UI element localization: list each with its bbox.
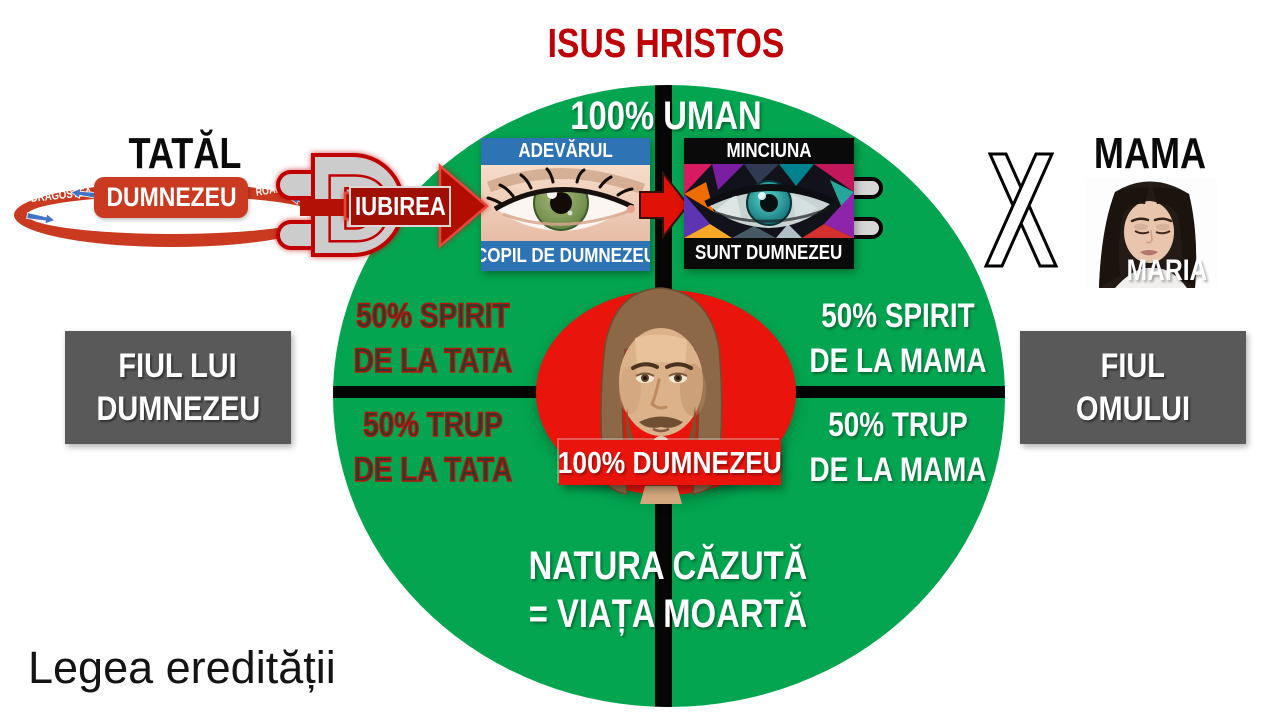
truth-card-top-bar: ADEVĂRUL: [481, 138, 650, 165]
quadrant-right-bottom-line2: DE LA MAMA: [809, 451, 987, 489]
truth-card-bottom-bar: COPIL DE DUMNEZEU: [481, 241, 650, 271]
quadrant-left-top-line2: DE LA TATA: [353, 341, 513, 381]
son-of-god-line1: FIUL LUI: [118, 347, 238, 385]
love-arrow-label-box: IUBIREA: [349, 186, 451, 227]
multiplication-x-icon: [983, 152, 1059, 268]
blue-arrow-right-icon: [26, 212, 56, 225]
quadrant-right-bottom-line1: 50% TRUP: [828, 406, 968, 444]
son-of-god-line2: DUMNEZEU: [96, 389, 260, 428]
quadrant-left-bottom-line1: 50% TRUP: [363, 405, 504, 445]
divine-label-box: 100% DUMNEZEU: [557, 440, 783, 485]
mother-title: MAMA: [1093, 129, 1207, 178]
truth-card: ADEVĂRUL: [481, 138, 650, 271]
mother-name: MARIA: [1126, 254, 1208, 287]
father-title: TATĂL: [128, 129, 242, 178]
maria-photo: [1085, 178, 1217, 288]
transform-arrow-icon: [639, 170, 690, 240]
diagram-title: ISUS HRISTOS: [547, 20, 785, 66]
natural-eye-illustration: [481, 165, 650, 241]
lie-card-top-bar: MINCIUNA: [684, 138, 854, 164]
i-am-god-label: SUNT DUMNEZEU: [695, 242, 843, 264]
divine-label: 100% DUMNEZEU: [557, 444, 783, 480]
quadrant-right-top-line2: DE LA MAMA: [809, 342, 987, 380]
love-arrow-label: IUBIREA: [354, 191, 446, 221]
father-god-box: DUMNEZEU: [94, 177, 248, 218]
polygonal-eye-illustration: [684, 164, 854, 238]
father-god-label: DUMNEZEU: [105, 182, 237, 212]
son-of-god-box: FIUL LUI DUMNEZEU: [65, 331, 291, 444]
truth-label: ADEVĂRUL: [518, 140, 613, 162]
child-of-god-label: COPIL DE DUMNEZEU: [481, 244, 650, 267]
son-of-man-box: FIUL OMULUI: [1020, 331, 1246, 444]
caption-law-of-heredity: Legea eredității: [28, 642, 336, 693]
human-label: 100% UMAN: [570, 94, 762, 138]
fallen-nature-line1: NATURA CĂZUTĂ: [528, 544, 808, 588]
jesus-portrait-illustration: [600, 287, 723, 504]
love-arrow-tail: [300, 199, 352, 216]
fallen-nature-line2: = VIAȚA MOARTĂ: [528, 592, 808, 636]
son-of-man-line2: OMULUI: [1076, 389, 1190, 428]
son-of-man-line1: FIUL: [1100, 347, 1166, 385]
quadrant-left-top-line1: 50% SPIRIT: [356, 296, 511, 336]
lie-card: MINCIUNA: [684, 138, 854, 269]
quadrant-left-bottom-line2: DE LA TATA: [353, 450, 513, 490]
lie-card-bottom-bar: SUNT DUMNEZEU: [684, 238, 854, 269]
lie-label: MINCIUNA: [726, 139, 812, 162]
quadrant-right-top-line1: 50% SPIRIT: [821, 297, 975, 335]
